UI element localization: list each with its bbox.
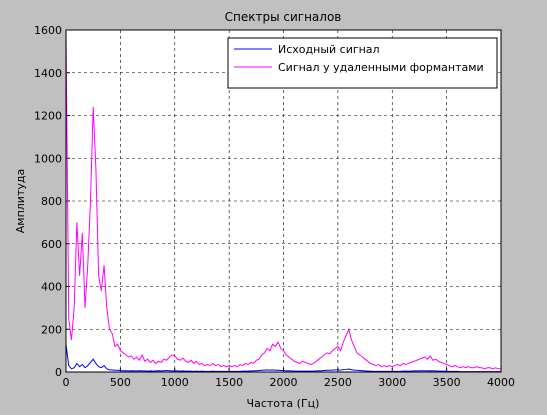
x-tick-label: 3000 <box>378 376 406 389</box>
legend-box <box>227 37 498 89</box>
y-tick-label: 0 <box>55 366 62 379</box>
x-tick-label: 2000 <box>270 376 298 389</box>
y-tick-label: 1600 <box>34 24 62 37</box>
y-tick-label: 200 <box>41 323 62 336</box>
y-tick-label: 800 <box>41 195 62 208</box>
axes-frame <box>65 29 502 373</box>
y-axis-label: Амплитуда <box>14 169 27 233</box>
x-axis-label: Частота (Гц) <box>247 397 320 410</box>
x-tick-label: 0 <box>63 376 70 389</box>
legend-label: Исходный сигнал <box>278 43 380 56</box>
chart-title: Спектры сигналов <box>225 10 342 24</box>
x-tick-label: 1500 <box>215 376 243 389</box>
x-tick-label: 500 <box>110 376 131 389</box>
y-tick-label: 1000 <box>34 152 62 165</box>
x-tick-label: 2500 <box>324 376 352 389</box>
y-tick-label: 1400 <box>34 67 62 80</box>
y-tick-label: 400 <box>41 281 62 294</box>
series-line <box>65 344 501 373</box>
legend-label: Сигнал у удаленными формантами <box>278 61 484 74</box>
x-tick-label: 4000 <box>487 376 515 389</box>
y-tick-label: 1200 <box>34 110 62 123</box>
x-tick-label: 3500 <box>433 376 461 389</box>
legend: Исходный сигнал Сигнал у удаленными форма… <box>227 37 498 89</box>
y-tick-label: 600 <box>41 238 62 251</box>
x-tick-label: 1000 <box>161 376 189 389</box>
series-line <box>65 29 501 370</box>
